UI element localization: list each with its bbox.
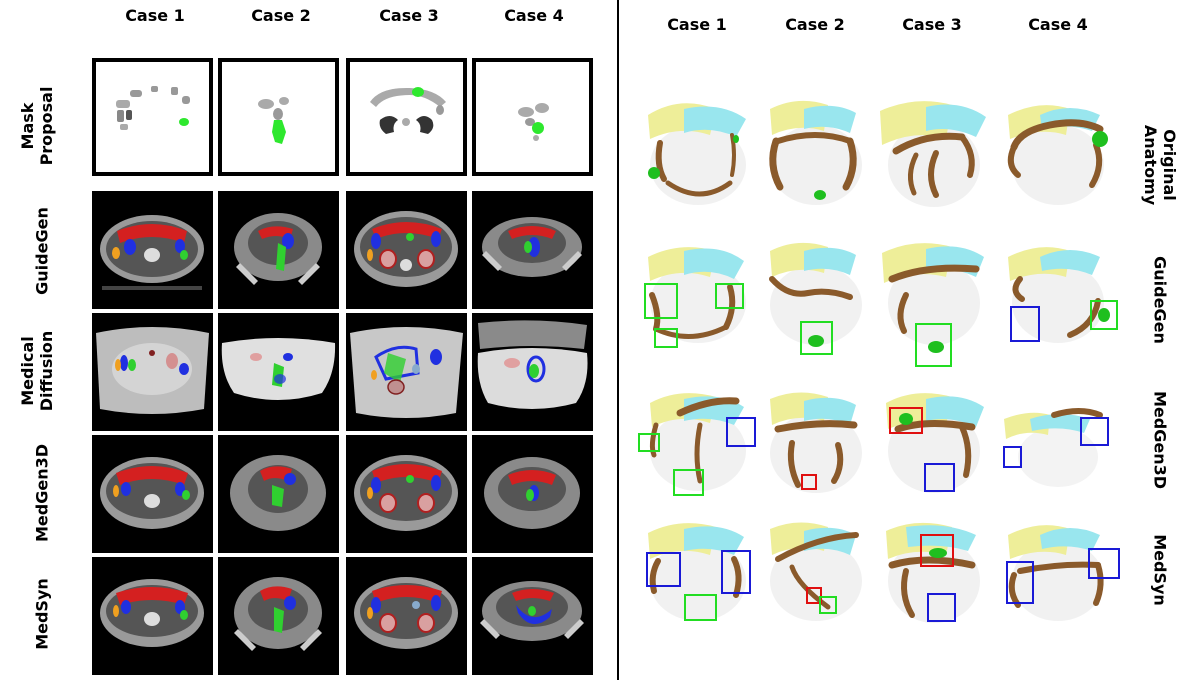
medgen3d-case-3-render — [876, 385, 994, 503]
highlight-box-blue — [1080, 417, 1109, 446]
guidegen-case-4-ct — [472, 191, 593, 309]
guidegen-case-3-ct — [346, 191, 467, 309]
original-anatomy-case-4-render — [1000, 95, 1118, 213]
medical-diffusion-case-1-ct — [92, 313, 213, 431]
medgen3d-case-3-alt-render — [758, 385, 876, 503]
highlight-box-red — [806, 587, 822, 604]
left-row-label-medical-diffusion: Medical Diffusion — [18, 331, 56, 412]
highlight-box-green — [638, 433, 660, 452]
guidegen-case-2-render — [758, 235, 876, 355]
medsyn-case-4-render — [1000, 515, 1120, 633]
mask-proposal-case-2 — [218, 58, 339, 176]
row-label-line: GuideGen — [32, 207, 52, 295]
row-label-line: MedSyn — [1150, 534, 1170, 606]
row-label-line: MedGen3D — [1150, 390, 1170, 490]
right-row-label-medgen3d: MedGen3D — [1151, 391, 1170, 489]
left-row-label-mask-proposal: Mask Proposal — [18, 87, 56, 166]
highlight-box-blue — [927, 593, 956, 622]
guidegen-case-4-render — [1000, 235, 1118, 353]
highlight-box-green — [654, 328, 678, 348]
right-row-label-guidegen: GuideGen — [1151, 256, 1170, 344]
highlight-box-green — [915, 323, 952, 367]
row-label-line: Diffusion — [37, 330, 56, 412]
row-label-line: Original — [1160, 129, 1179, 201]
row-label-line: Medical — [18, 336, 37, 406]
highlight-box-green — [673, 469, 704, 496]
highlight-box-green — [684, 594, 717, 621]
highlight-box-blue — [1003, 446, 1022, 468]
right-column-label-case-2: Case 2 — [785, 15, 845, 34]
highlight-box-blue — [726, 417, 756, 447]
guidegen-case-1-ct — [92, 191, 213, 309]
right-column-label-case-4: Case 4 — [1028, 15, 1088, 34]
guidegen-case-3-render — [876, 235, 994, 367]
medgen3d-case-4-render — [1000, 385, 1118, 503]
highlight-box-blue — [646, 552, 681, 587]
highlight-box-green — [1090, 300, 1118, 330]
highlight-box-green — [715, 283, 744, 309]
right-row-label-medsyn: MedSyn — [1151, 534, 1170, 606]
row-label-line: MedGen3D — [32, 443, 52, 543]
mask-proposal-case-1 — [92, 58, 213, 176]
medical-diffusion-case-2-ct — [218, 313, 339, 431]
medical-diffusion-case-4-ct — [472, 313, 593, 431]
left-row-label-medsyn: MedSyn — [33, 578, 52, 650]
left-column-label-case-3: Case 3 — [379, 6, 439, 25]
left-column-label-case-2: Case 2 — [251, 6, 311, 25]
medsyn-case-2-render — [758, 515, 876, 633]
medical-diffusion-case-3-ct — [346, 313, 467, 431]
divider-line — [617, 0, 619, 680]
highlight-box-blue — [1006, 561, 1034, 604]
mask-proposal-case-4 — [472, 58, 593, 176]
highlight-box-green — [819, 596, 837, 614]
highlight-box-blue — [924, 463, 955, 492]
highlight-box-blue — [721, 550, 751, 594]
right-column-label-case-1: Case 1 — [667, 15, 727, 34]
medgen3d-case-4-ct — [472, 435, 593, 553]
highlight-box-red — [920, 534, 954, 567]
original-anatomy-case-3-render — [876, 95, 994, 213]
medsyn-case-4-ct — [472, 557, 593, 675]
row-label-line: MedSyn — [32, 578, 52, 650]
row-label-line: GuideGen — [1150, 256, 1170, 344]
left-row-label-medgen3d: MedGen3D — [33, 444, 52, 542]
highlight-box-green — [800, 321, 833, 355]
medsyn-case-2-ct — [218, 557, 339, 675]
medsyn-case-3-render — [876, 515, 994, 633]
highlight-box-red — [801, 474, 817, 490]
medgen3d-case-3-ct — [346, 435, 467, 553]
right-row-label-original-anatomy: Original Anatomy — [1141, 125, 1179, 205]
highlight-box-red — [889, 407, 923, 434]
medsyn-case-3-ct — [346, 557, 467, 675]
mask-proposal-case-3 — [346, 58, 467, 176]
medgen3d-case-2-ct — [218, 435, 339, 553]
row-label-line: Proposal — [37, 86, 56, 166]
row-label-line: Mask — [18, 102, 37, 150]
medgen3d-case-1-render — [638, 385, 758, 503]
highlight-box-green — [644, 283, 678, 319]
original-anatomy-case-2-render — [758, 95, 876, 213]
highlight-box-blue — [1088, 548, 1120, 579]
guidegen-case-2-ct — [218, 191, 339, 309]
left-column-label-case-1: Case 1 — [125, 6, 185, 25]
medsyn-case-1-render — [640, 515, 758, 633]
left-column-label-case-4: Case 4 — [504, 6, 564, 25]
medsyn-case-1-ct — [92, 557, 213, 675]
guidegen-case-1-render — [640, 235, 758, 353]
right-column-label-case-3: Case 3 — [902, 15, 962, 34]
medgen3d-case-1-ct — [92, 435, 213, 553]
row-label-line: Anatomy — [1141, 124, 1160, 206]
highlight-box-blue — [1010, 306, 1040, 342]
left-row-label-guidegen: GuideGen — [33, 207, 52, 295]
original-anatomy-case-1-render — [640, 95, 758, 213]
